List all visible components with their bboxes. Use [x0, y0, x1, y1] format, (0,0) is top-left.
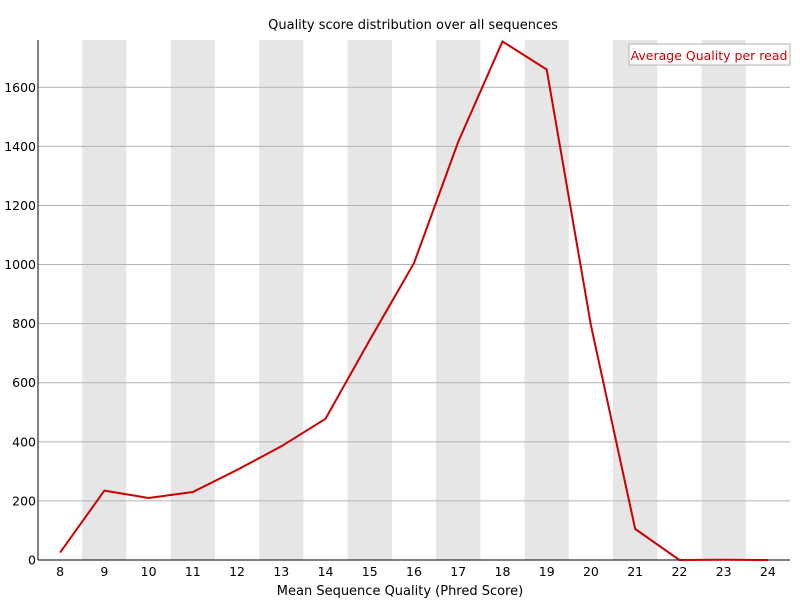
y-tick-label: 200 [12, 493, 36, 508]
legend-box [628, 43, 791, 66]
y-tick-labels: 0 200 400 600 800 1000 1200 1400 1600 [4, 80, 36, 568]
y-tick-label: 1600 [4, 80, 36, 95]
series-layer [59, 40, 768, 562]
y-tick-label: 0 [28, 553, 36, 568]
series-line [59, 40, 768, 562]
x-tick-label: 14 [318, 564, 334, 579]
x-tick-label: 13 [273, 564, 289, 579]
background-band [170, 40, 215, 560]
band-layer [82, 40, 746, 560]
x-tick-label: 17 [450, 564, 466, 579]
x-tick-label: 22 [671, 564, 687, 579]
x-tick-label: 23 [716, 564, 732, 579]
legend: Average Quality per read [628, 43, 791, 66]
x-tick-label: 20 [583, 564, 599, 579]
legend-entry: Average Quality per read [631, 48, 788, 63]
x-tick-label: 12 [229, 564, 245, 579]
y-tick-label: 400 [12, 434, 36, 449]
x-tick-label: 16 [406, 564, 422, 579]
y-tick-label: 600 [12, 375, 36, 390]
chart-title: Quality score distribution over all sequ… [268, 18, 558, 33]
grid-layer [38, 86, 790, 502]
background-band [524, 40, 569, 560]
y-tick-label: 800 [12, 316, 36, 331]
x-tick-label: 18 [495, 564, 511, 579]
y-tick-label: 1000 [4, 257, 36, 272]
x-tick-labels: 8 9 10 11 12 13 14 15 16 17 18 19 20 21 22 23 24 [56, 564, 776, 579]
x-axis-label: Mean Sequence Quality (Phred Score) [277, 584, 523, 599]
y-tick-label: 1400 [4, 139, 36, 154]
axes-layer [37, 40, 790, 561]
x-tick-label: 11 [185, 564, 201, 579]
x-tick-label: 10 [141, 564, 157, 579]
x-tick-label: 15 [362, 564, 378, 579]
background-band [436, 40, 481, 560]
background-band [259, 40, 304, 560]
x-tick-label: 21 [627, 564, 643, 579]
background-band [701, 40, 746, 560]
y-tick-label: 1200 [4, 198, 36, 213]
x-tick-label: 9 [100, 564, 108, 579]
background-band [347, 40, 392, 560]
x-tick-label: 8 [56, 564, 64, 579]
x-tick-label: 19 [539, 564, 555, 579]
background-band [82, 40, 127, 560]
x-tick-label: 24 [760, 564, 776, 579]
background-band [613, 40, 658, 560]
